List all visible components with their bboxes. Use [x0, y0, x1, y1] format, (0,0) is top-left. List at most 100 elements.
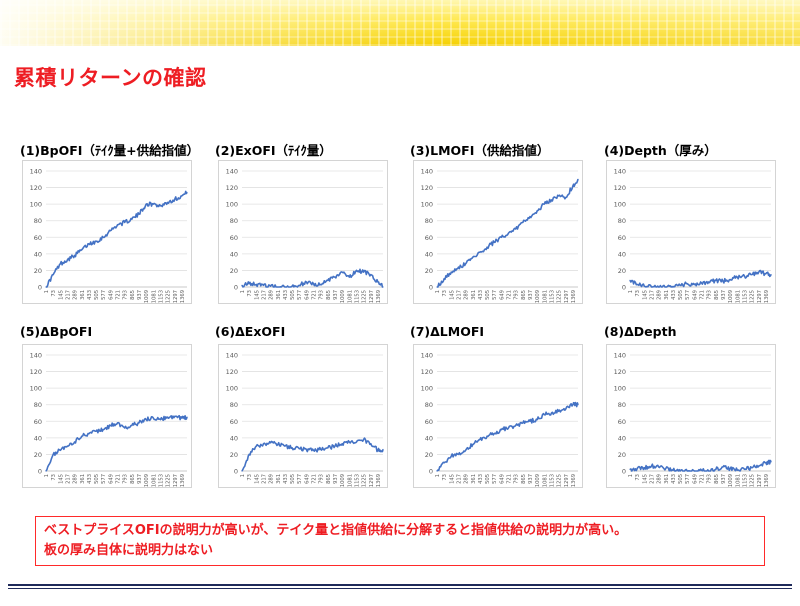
data-point — [109, 230, 111, 232]
x-tick-label: 577 — [297, 290, 303, 300]
chart-6: 0 20 40 60 80 100 120 140 1 73 145 217 289 361 433 505 5… — [218, 344, 388, 488]
x-tick-label: 1081 — [347, 290, 353, 303]
data-point — [52, 274, 54, 276]
y-tick-label: 100 — [226, 385, 238, 393]
x-tick-label: 1 — [435, 474, 441, 477]
x-tick-label: 793 — [319, 474, 325, 484]
y-tick-label: 100 — [226, 201, 238, 209]
data-point — [270, 442, 272, 444]
x-tick-label: 361 — [664, 474, 670, 484]
data-point — [159, 419, 162, 421]
y-tick-label: 80 — [425, 217, 433, 225]
x-tick-label: 577 — [101, 474, 107, 484]
data-point — [45, 286, 47, 288]
x-tick-label: 793 — [707, 290, 713, 300]
y-tick-label: 0 — [429, 284, 433, 292]
x-tick-label: 1297 — [369, 474, 375, 487]
data-point — [277, 443, 279, 446]
data-point — [270, 285, 272, 287]
chart-5: 0 20 40 60 80 100 120 140 1 73 145 217 289 361 433 505 5… — [22, 344, 192, 488]
footer-rule-thin — [8, 588, 792, 589]
y-tick-label: 120 — [226, 368, 238, 376]
x-tick-label: 1297 — [564, 474, 570, 487]
x-tick-label: 1009 — [340, 290, 346, 303]
data-point — [81, 249, 83, 251]
chart-8: 0 20 40 60 80 100 120 140 1 73 145 217 289 361 433 505 5… — [606, 344, 776, 488]
x-tick-label: 1225 — [557, 474, 563, 487]
x-tick-label: 577 — [685, 290, 691, 300]
x-tick-label: 361 — [80, 290, 86, 300]
x-tick-label: 1081 — [735, 474, 741, 487]
x-tick-label: 505 — [94, 290, 100, 300]
y-tick-label: 0 — [38, 468, 42, 476]
data-point — [95, 240, 97, 242]
x-tick-label: 1153 — [549, 474, 555, 487]
x-tick-label: 145 — [449, 290, 455, 300]
data-point — [572, 185, 574, 187]
x-tick-label: 1 — [240, 290, 246, 293]
y-tick-label: 80 — [618, 401, 626, 409]
data-point — [693, 470, 695, 472]
data-point — [543, 203, 545, 205]
x-tick-label: 1369 — [764, 474, 770, 487]
y-tick-label: 140 — [614, 352, 626, 360]
x-tick-label: 1009 — [728, 290, 734, 303]
data-point — [348, 276, 350, 278]
x-tick-label: 937 — [721, 474, 727, 484]
y-tick-label: 0 — [38, 284, 42, 292]
data-point — [284, 445, 286, 447]
data-point — [672, 286, 674, 288]
y-tick-label: 120 — [421, 368, 433, 376]
x-tick-label: 433 — [671, 474, 677, 484]
y-tick-label: 80 — [230, 401, 238, 409]
x-tick-label: 937 — [333, 290, 339, 300]
data-point — [262, 443, 265, 445]
data-point — [629, 468, 631, 470]
data-point — [167, 416, 169, 418]
data-point — [116, 422, 119, 424]
data-point — [152, 417, 154, 419]
x-tick-label: 1009 — [535, 290, 541, 303]
x-tick-label: 1225 — [750, 290, 756, 303]
x-tick-label: 577 — [101, 290, 107, 300]
data-point — [255, 445, 257, 447]
data-point — [636, 283, 638, 286]
x-tick-label: 1009 — [144, 290, 150, 303]
data-point — [181, 195, 183, 197]
chart-7: 0 20 40 60 80 100 120 140 1 73 145 217 289 361 433 505 5… — [413, 344, 583, 488]
x-tick-label: 1153 — [742, 474, 748, 487]
data-point — [558, 410, 560, 412]
x-tick-label: 361 — [471, 290, 477, 300]
y-tick-label: 100 — [614, 385, 626, 393]
x-tick-label: 73 — [51, 474, 57, 481]
y-tick-label: 120 — [30, 184, 42, 192]
y-tick-label: 60 — [618, 418, 626, 426]
x-tick-label: 577 — [685, 474, 691, 484]
x-tick-label: 73 — [635, 290, 641, 297]
x-tick-label: 1153 — [742, 290, 748, 303]
x-tick-label: 1225 — [362, 474, 368, 487]
x-tick-label: 73 — [635, 474, 641, 481]
x-tick-label: 1081 — [347, 474, 353, 487]
data-point — [736, 276, 738, 278]
data-point — [479, 438, 481, 441]
data-point — [95, 430, 97, 432]
data-point — [363, 438, 365, 441]
y-tick-label: 0 — [622, 468, 626, 476]
data-point — [679, 284, 681, 286]
x-tick-label: 865 — [714, 290, 720, 300]
x-tick-label: 217 — [649, 474, 655, 484]
x-tick-label: 1369 — [376, 474, 382, 487]
data-point — [363, 271, 365, 273]
y-tick-label: 120 — [614, 368, 626, 376]
x-tick-label: 865 — [326, 290, 332, 300]
data-point — [672, 469, 674, 471]
y-tick-label: 40 — [34, 434, 42, 442]
data-point — [305, 448, 307, 451]
data-point — [348, 441, 350, 443]
x-tick-label: 1369 — [376, 290, 382, 303]
x-tick-label: 361 — [276, 474, 282, 484]
y-tick-label: 60 — [34, 234, 42, 242]
data-point — [465, 263, 467, 265]
x-tick-label: 217 — [456, 474, 462, 484]
